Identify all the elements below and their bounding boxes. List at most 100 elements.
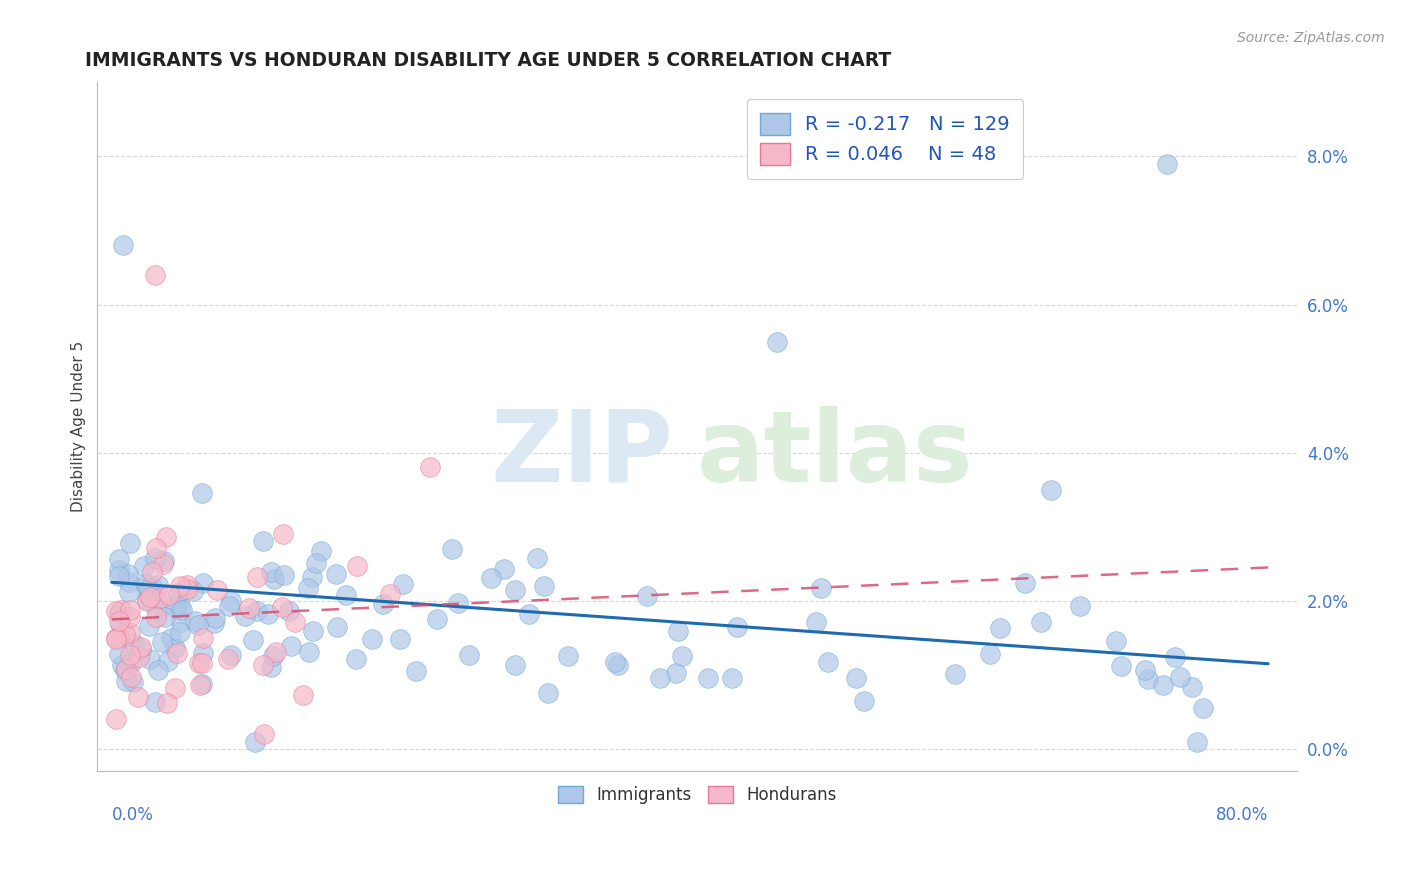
Point xyxy=(297,581,319,595)
Point xyxy=(150,635,173,649)
Point xyxy=(219,648,242,663)
Point xyxy=(373,597,395,611)
Point xyxy=(603,655,626,669)
Point xyxy=(157,654,180,668)
Point xyxy=(120,610,142,624)
Point xyxy=(114,627,136,641)
Point xyxy=(311,543,333,558)
Point xyxy=(388,632,411,647)
Point xyxy=(114,663,136,677)
Point xyxy=(120,603,142,617)
Point xyxy=(243,734,266,748)
Point xyxy=(1105,634,1128,648)
Point xyxy=(378,587,401,601)
Point xyxy=(665,666,688,681)
Point xyxy=(118,626,141,640)
Point xyxy=(207,582,229,597)
Point xyxy=(176,582,198,596)
Point xyxy=(280,639,302,653)
Point xyxy=(187,617,209,632)
Point xyxy=(141,593,163,607)
Point xyxy=(169,599,191,614)
Point xyxy=(262,649,284,664)
Point xyxy=(298,645,321,659)
Point xyxy=(526,551,548,566)
Point xyxy=(943,667,966,681)
Point xyxy=(143,268,166,282)
Point xyxy=(204,616,226,631)
Y-axis label: Disability Age Under 5: Disability Age Under 5 xyxy=(72,341,86,512)
Point xyxy=(806,615,828,629)
Point xyxy=(157,588,180,602)
Point xyxy=(246,603,269,617)
Point xyxy=(537,685,560,699)
Point xyxy=(346,558,368,573)
Point xyxy=(143,550,166,565)
Point xyxy=(108,647,131,661)
Point xyxy=(132,558,155,573)
Point xyxy=(128,650,150,665)
Point xyxy=(204,610,226,624)
Point xyxy=(636,590,658,604)
Point xyxy=(979,647,1001,661)
Point xyxy=(291,688,314,702)
Point xyxy=(277,604,299,618)
Point xyxy=(696,671,718,685)
Point xyxy=(233,608,256,623)
Point xyxy=(252,533,274,548)
Point xyxy=(1133,664,1156,678)
Point xyxy=(166,646,188,660)
Point xyxy=(264,644,287,658)
Point xyxy=(494,562,516,576)
Point xyxy=(148,578,170,592)
Point xyxy=(305,557,328,571)
Point xyxy=(301,624,323,638)
Point xyxy=(1185,734,1208,748)
Point xyxy=(152,557,174,571)
Point xyxy=(335,588,357,602)
Point xyxy=(120,656,142,670)
Point xyxy=(1014,575,1036,590)
Point xyxy=(301,570,323,584)
Point xyxy=(1156,157,1178,171)
Point xyxy=(105,605,128,619)
Point xyxy=(118,575,141,590)
Point xyxy=(1192,701,1215,715)
Point xyxy=(141,580,163,594)
Point xyxy=(648,671,671,685)
Point xyxy=(1109,658,1132,673)
Point xyxy=(260,659,283,673)
Point xyxy=(606,658,628,673)
Point xyxy=(129,640,152,655)
Legend: Immigrants, Hondurans: Immigrants, Hondurans xyxy=(551,780,844,811)
Point xyxy=(139,652,162,666)
Point xyxy=(122,636,145,650)
Point xyxy=(146,605,169,619)
Point xyxy=(108,569,131,583)
Point xyxy=(517,607,540,621)
Point xyxy=(405,664,427,678)
Point xyxy=(135,577,157,591)
Point xyxy=(169,579,191,593)
Point xyxy=(671,649,693,664)
Text: ZIP: ZIP xyxy=(491,406,673,503)
Point xyxy=(165,640,187,655)
Point xyxy=(217,652,239,666)
Point xyxy=(221,594,243,608)
Point xyxy=(184,614,207,628)
Point xyxy=(114,662,136,676)
Point xyxy=(139,590,162,604)
Point xyxy=(138,619,160,633)
Point xyxy=(505,658,527,673)
Point xyxy=(170,615,193,629)
Point xyxy=(166,598,188,612)
Point xyxy=(165,599,187,614)
Point xyxy=(503,583,526,598)
Point xyxy=(136,593,159,607)
Text: 80.0%: 80.0% xyxy=(1216,805,1268,823)
Point xyxy=(163,681,186,695)
Point xyxy=(193,576,215,591)
Point xyxy=(817,655,839,669)
Point xyxy=(844,671,866,685)
Point xyxy=(391,576,413,591)
